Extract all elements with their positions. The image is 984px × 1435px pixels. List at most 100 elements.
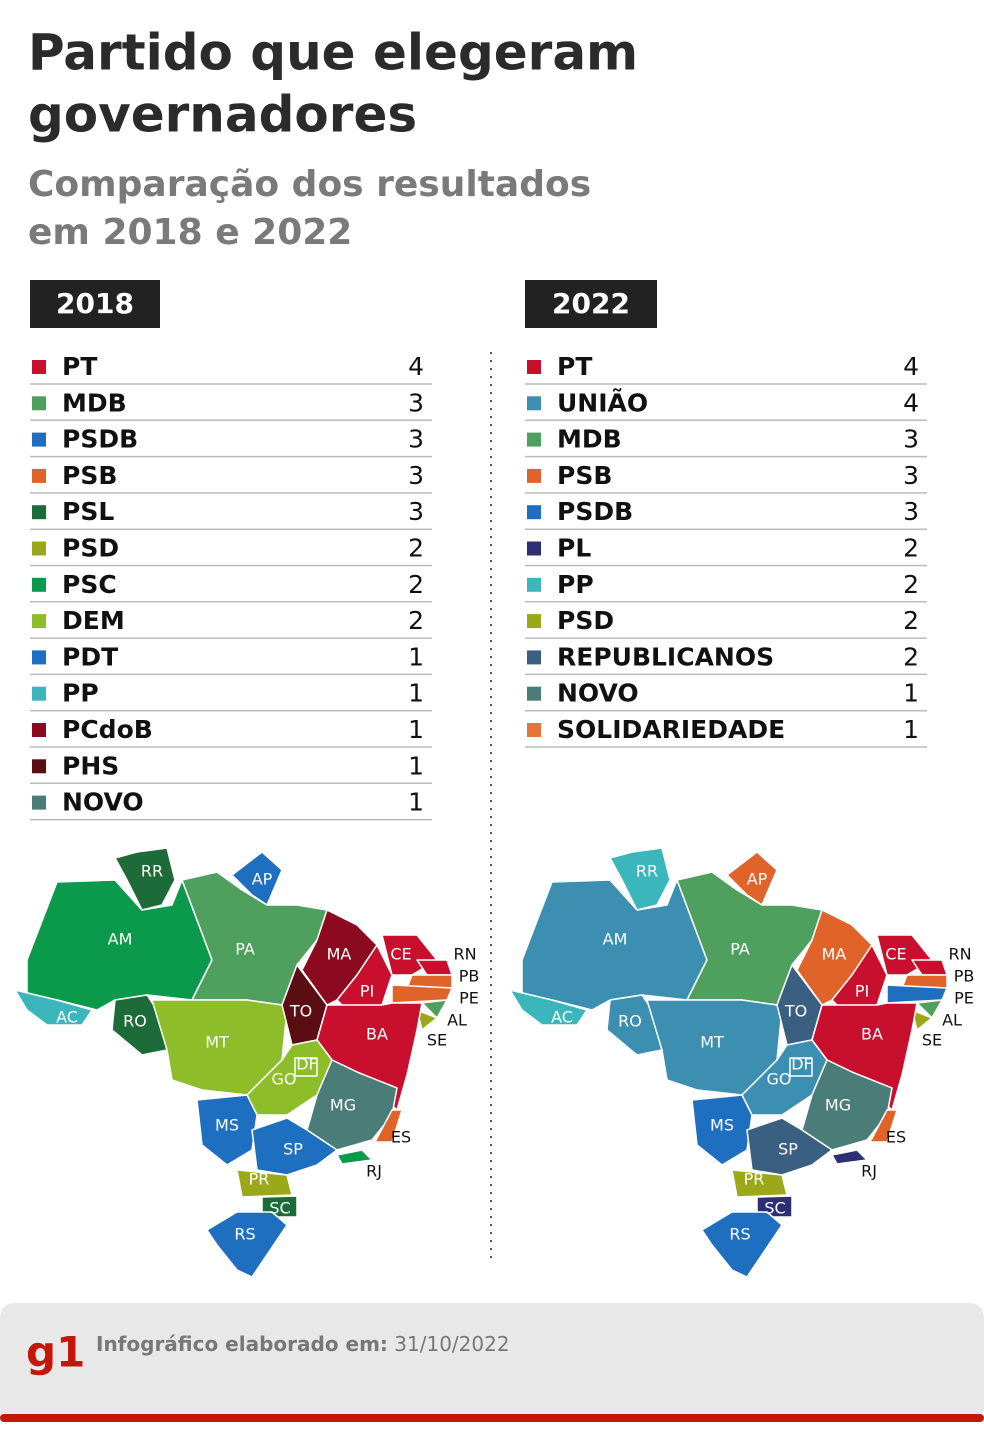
legend-swatch [527,723,541,737]
party-count: 4 [408,352,424,381]
legend-swatch [32,541,46,556]
party-count: 1 [903,715,919,744]
state-label: PE [954,989,974,1008]
state-label: MG [330,1096,356,1115]
state-label: SP [778,1140,798,1159]
state-label: CE [885,945,906,964]
state-label: PI [855,982,869,1001]
state [916,999,943,1019]
party-count: 1 [408,679,424,708]
state-label: PB [459,967,480,986]
title: Partido que elegeram [28,24,638,82]
state [911,959,948,976]
state [726,851,778,906]
year-box [30,280,160,328]
state-label: RJ [861,1162,877,1181]
legend-swatch [527,541,541,556]
subtitle: em 2018 e 2022 [28,212,352,253]
state-label: RN [453,945,476,964]
party-count: 3 [408,388,424,417]
state [509,989,588,1026]
legend-swatch [32,396,46,411]
state-label: RS [729,1225,750,1244]
footer-label: Infográfico elaborado em: [96,1332,388,1356]
party-count: 2 [408,570,424,599]
party-name: SOLIDARIEDADE [557,715,785,744]
party-count: 2 [408,534,424,563]
party-count: 3 [408,497,424,526]
party-name: PL [557,534,591,563]
state-label: AP [252,870,273,889]
state [701,1211,783,1278]
title: governadores [28,86,417,144]
party-name: DEM [62,606,125,635]
state [869,1109,898,1143]
party-count: 1 [408,642,424,671]
legend-swatch [527,360,541,374]
state-label: SC [764,1199,785,1218]
state-label: DF [791,1055,813,1074]
party-name: NOVO [62,788,144,817]
state-label: RO [618,1012,642,1031]
party-name: MDB [62,388,127,417]
party-count: 2 [903,642,919,671]
legend-swatch [32,614,46,629]
state-label: MA [327,945,352,964]
state [374,1109,403,1143]
footer-band [0,1303,984,1421]
state-label: MG [825,1096,851,1115]
state [731,1169,788,1198]
state [789,1057,813,1077]
party-count: 1 [408,788,424,817]
party-name: PHS [62,751,119,780]
state-label: RS [234,1225,255,1244]
legend-swatch [527,468,541,483]
legend-swatch [32,723,46,737]
party-count: 3 [903,425,919,454]
state-label: DF [296,1055,318,1074]
state-label: MT [700,1033,724,1052]
state-label: BA [861,1025,883,1044]
state-label: RO [123,1012,147,1031]
party-name: MDB [557,425,622,454]
state [251,1117,338,1176]
state-label: ES [391,1128,411,1147]
logo: g1 [26,1328,85,1377]
party-name: PCdoB [62,715,153,744]
party-name: PP [62,679,99,708]
state-label: MS [710,1116,734,1135]
state-label: RR [636,862,658,881]
party-name: PP [557,570,594,599]
state-label: AC [551,1008,573,1027]
footer-line [0,1414,984,1422]
state-label: RN [948,945,971,964]
legend-swatch [32,759,46,774]
party-count: 2 [903,534,919,563]
party-name: REPUBLICANOS [557,642,774,671]
state-label: RR [141,862,163,881]
party-count: 3 [903,461,919,490]
legend-swatch [32,577,46,592]
state [236,1169,293,1198]
state [114,847,176,911]
state-label: PR [249,1170,270,1189]
party-name: UNIÃO [557,388,648,417]
state [609,847,671,911]
party-name: PT [557,352,592,381]
state [14,989,93,1026]
party-name: PSB [62,461,117,490]
state [691,1094,753,1166]
legend-swatch [527,505,541,520]
state-label: AM [603,930,628,949]
party-name: NOVO [557,679,639,708]
state-label: BA [366,1025,388,1044]
party-name: PSDB [62,425,138,454]
legend-swatch [527,396,541,411]
party-count: 4 [903,352,919,381]
state [294,1057,318,1077]
party-count: 4 [903,388,919,417]
legend-swatch [527,577,541,592]
state-label: AL [942,1011,962,1030]
state-label: AP [747,870,768,889]
